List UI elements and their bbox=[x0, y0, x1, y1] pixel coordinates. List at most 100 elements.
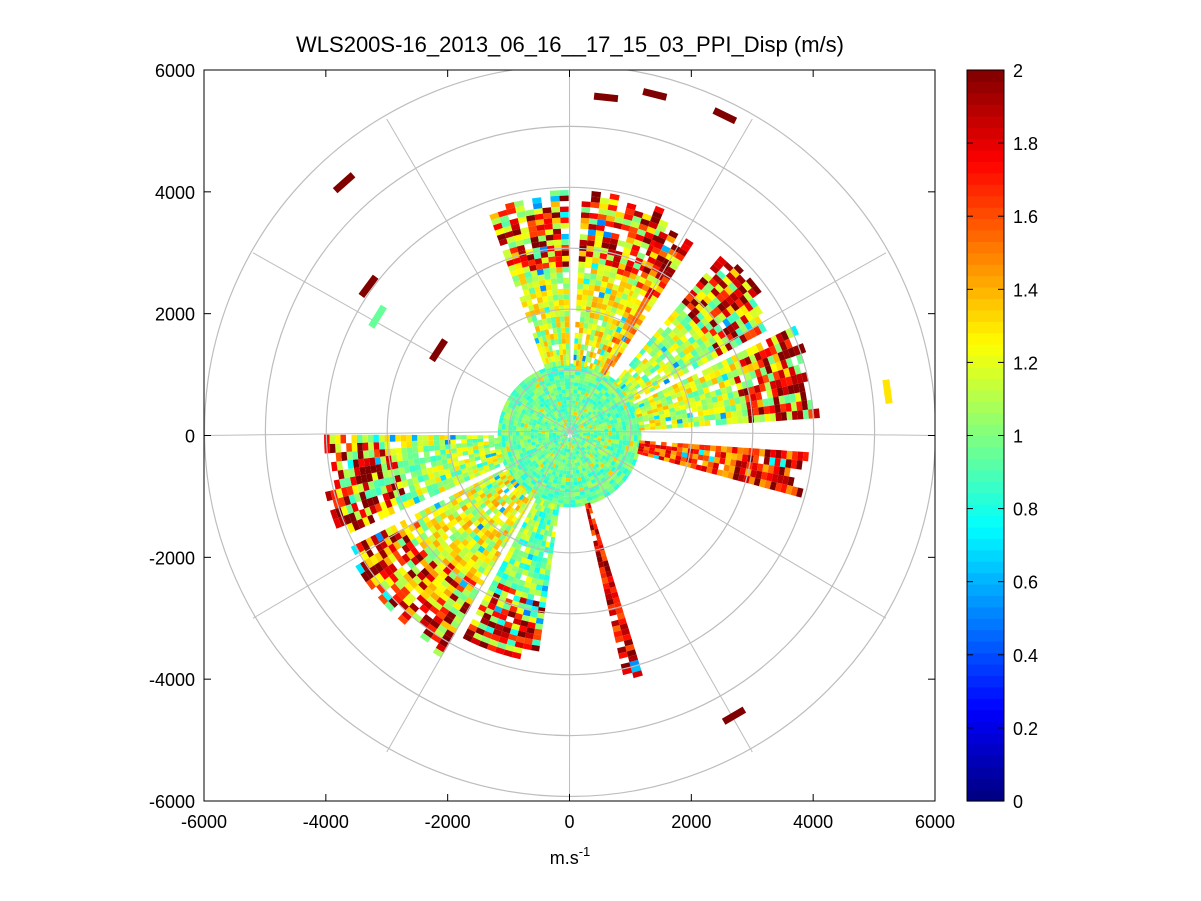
colorbar-strip bbox=[967, 458, 1004, 471]
sector-cell bbox=[450, 435, 456, 440]
sector-cell bbox=[585, 334, 591, 341]
colorbar-strip bbox=[967, 469, 1004, 482]
inner-cell bbox=[548, 415, 553, 420]
inner-cell bbox=[542, 374, 549, 381]
sector-cell bbox=[427, 582, 438, 592]
sector-cell bbox=[762, 464, 769, 473]
sector-cell bbox=[774, 482, 783, 492]
sector-cell bbox=[500, 541, 508, 549]
sector-cell bbox=[638, 223, 649, 232]
sector-cell bbox=[475, 557, 484, 566]
sector-cell bbox=[532, 332, 538, 339]
sector-cell bbox=[614, 377, 621, 384]
inner-cell bbox=[516, 464, 523, 471]
sector-cell bbox=[669, 411, 677, 417]
sector-cell bbox=[504, 644, 515, 652]
inner-cell bbox=[592, 441, 597, 446]
sector-cell bbox=[547, 295, 554, 302]
sector-cell bbox=[504, 518, 512, 525]
sector-cell bbox=[420, 590, 430, 601]
inner-cell bbox=[589, 413, 594, 418]
inner-cell bbox=[577, 438, 583, 443]
sector-cell bbox=[428, 534, 437, 543]
inner-cell bbox=[610, 404, 616, 411]
sector-cell bbox=[495, 494, 502, 502]
inner-cell bbox=[579, 490, 586, 496]
sector-cell bbox=[621, 275, 629, 283]
inner-cell bbox=[557, 453, 561, 458]
sector-cell bbox=[554, 515, 559, 522]
colorbar-strip bbox=[967, 675, 1004, 688]
inner-cell bbox=[529, 417, 535, 423]
sector-cell bbox=[602, 315, 609, 323]
sector-cell bbox=[428, 551, 437, 561]
sector-cell bbox=[776, 387, 784, 397]
sector-cell bbox=[364, 547, 374, 558]
sector-cell bbox=[704, 331, 713, 340]
sector-cell bbox=[480, 458, 487, 463]
sector-cell bbox=[522, 643, 532, 651]
sector-cell bbox=[576, 288, 583, 295]
inner-cell bbox=[548, 451, 553, 456]
sector-cell bbox=[664, 342, 672, 350]
sector-cell bbox=[503, 621, 513, 629]
sector-cell bbox=[582, 355, 587, 362]
sector-cell bbox=[557, 360, 562, 367]
sector-cell bbox=[436, 459, 443, 467]
inner-cell bbox=[563, 435, 568, 437]
sector-cell bbox=[629, 296, 637, 304]
sector-cell bbox=[699, 444, 705, 451]
sector-cell bbox=[693, 416, 700, 422]
sector-cell bbox=[483, 594, 492, 603]
inner-cell bbox=[537, 417, 543, 423]
sector-cell bbox=[451, 452, 458, 458]
sector-cell bbox=[482, 612, 492, 621]
inner-cell bbox=[523, 386, 531, 393]
inner-cell bbox=[589, 419, 594, 424]
sector-cell bbox=[462, 633, 473, 643]
sector-cell bbox=[634, 394, 641, 400]
sector-cell bbox=[692, 315, 701, 325]
sector-cell bbox=[557, 288, 564, 295]
inner-cell bbox=[520, 443, 525, 449]
sector-cell bbox=[514, 572, 522, 580]
sector-cell bbox=[516, 607, 525, 615]
inner-cell bbox=[512, 435, 517, 441]
sector-cell bbox=[630, 267, 640, 275]
sector-cell bbox=[698, 351, 706, 359]
inner-cell bbox=[545, 398, 550, 404]
inner-cell bbox=[593, 412, 599, 418]
inner-cell bbox=[559, 469, 564, 474]
sector-cell bbox=[469, 457, 476, 463]
sector-cell bbox=[506, 575, 515, 583]
inner-cell bbox=[602, 422, 608, 427]
sector-cell bbox=[595, 341, 601, 349]
sector-cell bbox=[511, 488, 518, 495]
sector-cell bbox=[607, 317, 614, 324]
sector-cell bbox=[526, 493, 533, 500]
sector-cell bbox=[447, 513, 455, 522]
sector-cell bbox=[550, 311, 556, 318]
sector-cell bbox=[597, 539, 603, 546]
inner-cell bbox=[606, 476, 613, 483]
isolated-mark bbox=[721, 706, 747, 725]
inner-cell bbox=[616, 400, 623, 407]
inner-cell bbox=[548, 421, 553, 426]
inner-cell bbox=[596, 465, 603, 471]
inner-cell bbox=[504, 429, 509, 436]
inner-cell bbox=[585, 388, 591, 394]
sector-cell bbox=[780, 377, 788, 388]
inner-cell bbox=[590, 374, 597, 381]
sector-cell bbox=[601, 554, 608, 562]
sector-cell bbox=[617, 239, 626, 248]
sector-cell bbox=[693, 449, 700, 455]
sector-cell bbox=[630, 220, 641, 229]
inner-cell bbox=[533, 370, 541, 377]
sector-cell bbox=[578, 327, 584, 334]
colorbar-strip bbox=[967, 652, 1004, 665]
sector-cell bbox=[496, 600, 505, 609]
sector-cell bbox=[455, 443, 462, 449]
inner-cell bbox=[552, 416, 557, 421]
sector-cell bbox=[649, 295, 658, 303]
sector-cell bbox=[708, 456, 715, 463]
